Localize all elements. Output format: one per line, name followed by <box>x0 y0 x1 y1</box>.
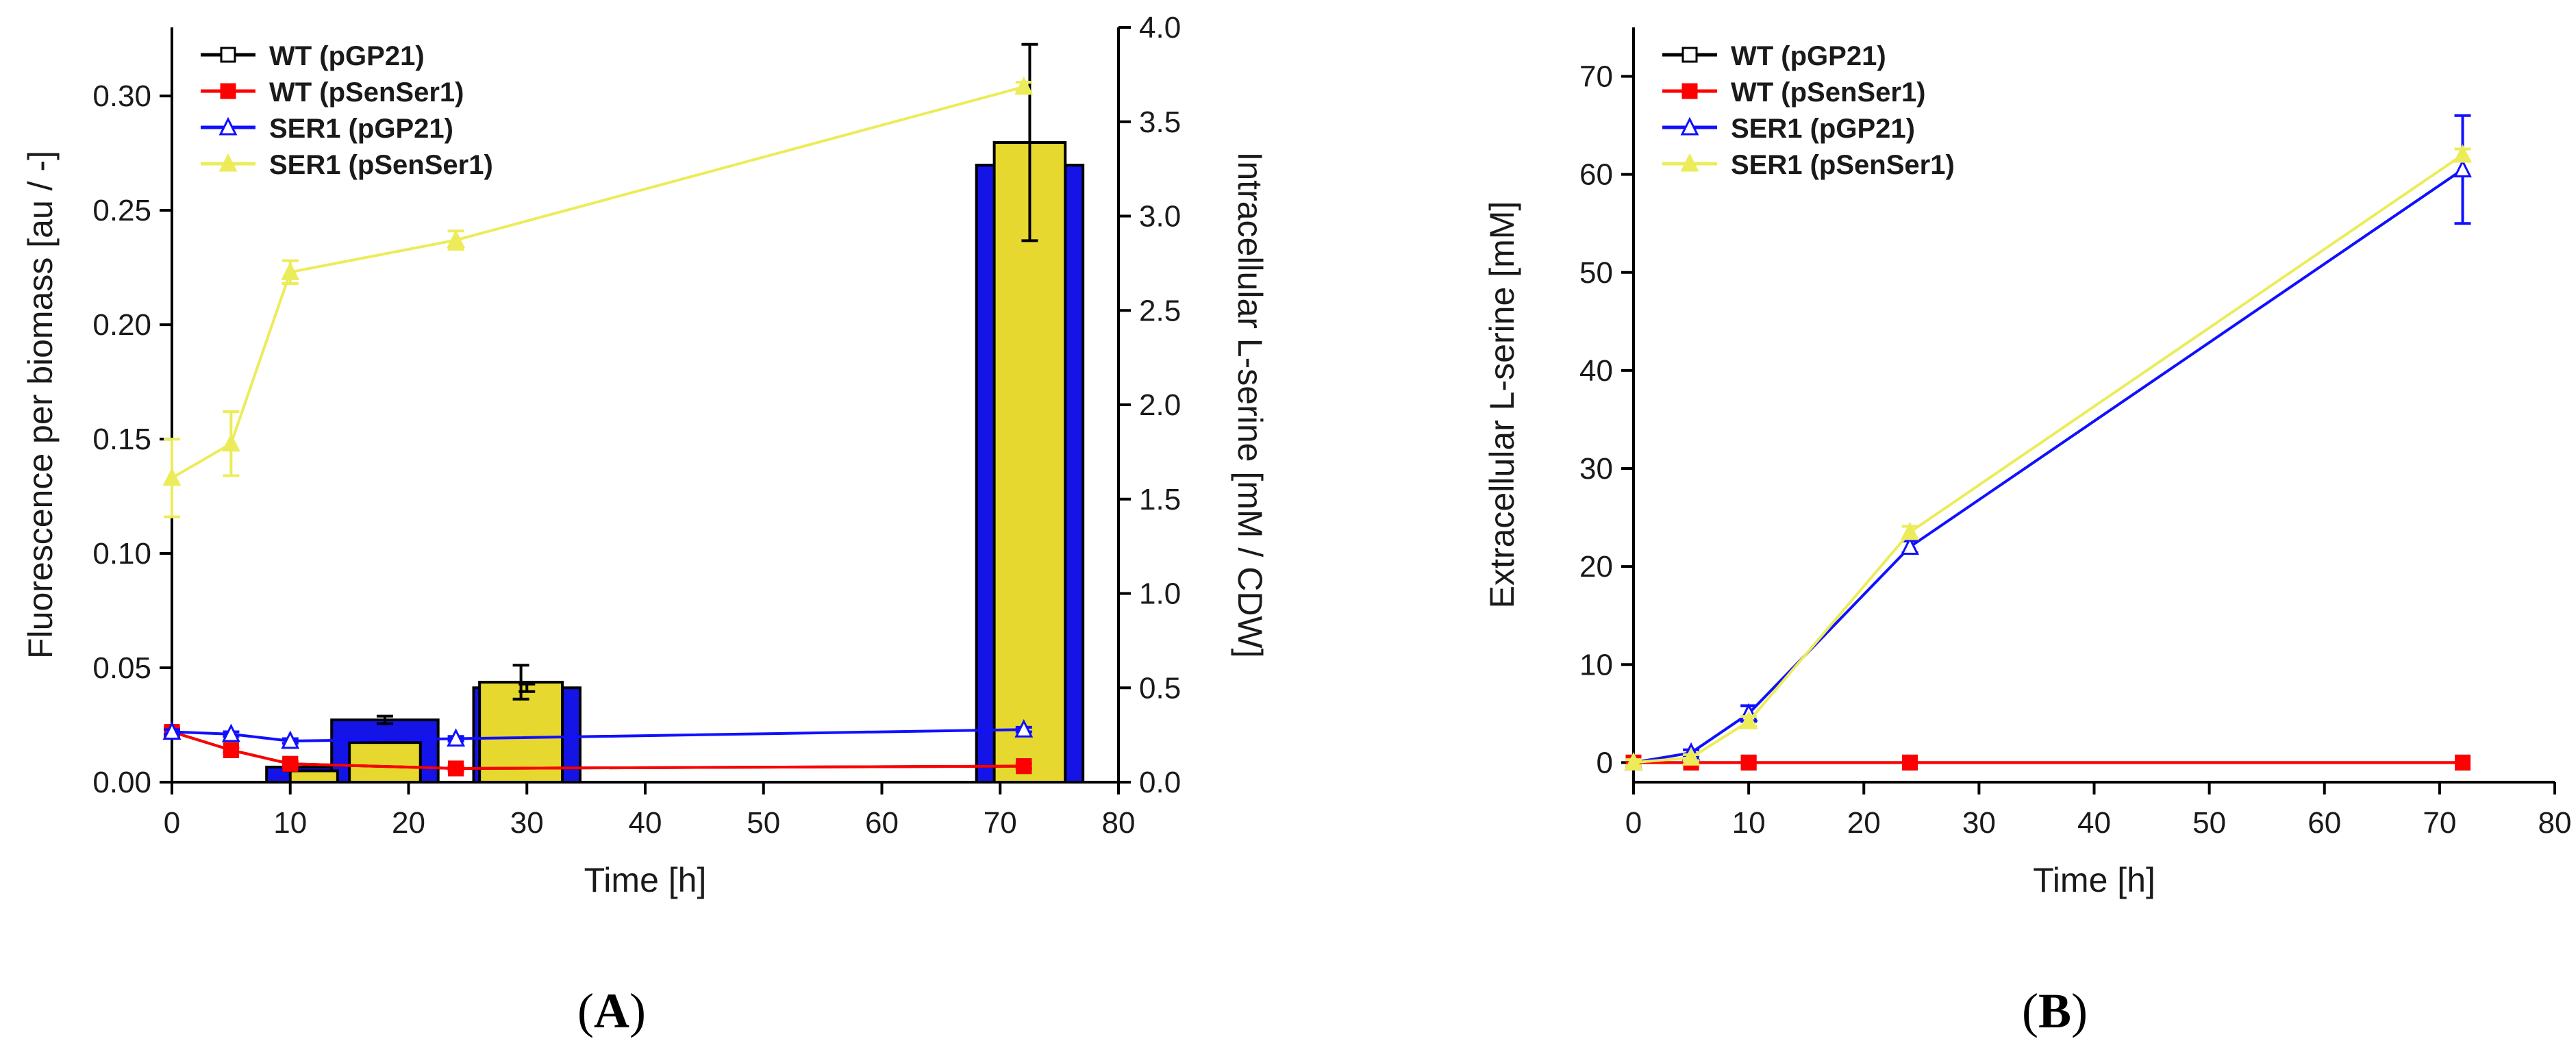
panel-a-series-3-point-2 <box>281 261 300 280</box>
panel-b-x-tick-label: 70 <box>2423 806 2456 840</box>
panel-a-y-right-tick-label: 4.0 <box>1139 11 1181 45</box>
panel-a-y-axis-title: Fluorescence per biomass [au / -] <box>21 151 60 659</box>
panel-b-series-2-point-3 <box>1901 536 1919 555</box>
panel-a-x-tick-label: 80 <box>1102 806 1136 840</box>
panel-a-legend-label-3: SER1 (pSenSer1) <box>269 150 493 180</box>
panel-b-series-3-line <box>1633 153 2464 764</box>
panel-a-x-tick-label: 50 <box>747 806 780 840</box>
panel-a-series-1-point-2 <box>282 755 299 772</box>
panel-a-x-tick-label: 0 <box>164 806 180 840</box>
panel-b-series-1-point-3 <box>1902 754 1918 771</box>
panel-a-legend-label-1: WT (pSenSer1) <box>269 77 464 108</box>
panel-b-series-3-point-0 <box>1624 752 1643 771</box>
panel-a-x-tick-label: 10 <box>273 806 307 840</box>
panel-a-x-tick-label: 60 <box>865 806 899 840</box>
panel-b-label: (B) <box>2022 984 2088 1038</box>
panel-b-legend-swatch-marker-1 <box>1681 83 1698 99</box>
panel-a-series-2-line <box>171 728 1024 742</box>
panel-b-legend-swatch-marker-2 <box>1680 116 1699 136</box>
panel-b-series-1-point-2 <box>1740 754 1757 771</box>
panel-a-y-axis-title-right: Intracellular L-serine [mM / CDW] <box>1231 151 1269 658</box>
panel-b-legend-label-2: SER1 (pGP21) <box>1731 114 1915 144</box>
panel-a-x-tick-label: 20 <box>392 806 425 840</box>
panel-b-series-3-point-2 <box>1739 710 1758 729</box>
panel-b-legend-label-0: WT (pGP21) <box>1731 41 1886 71</box>
panel-a-y-right-tick-label: 0.0 <box>1139 766 1181 799</box>
panel-a-y-right-tick-label: 1.0 <box>1139 577 1181 611</box>
panel-a-y-right-tick-label: 1.5 <box>1139 483 1181 516</box>
panel-a-series-3-point-4 <box>1014 76 1034 95</box>
panel-a-series-3-line <box>171 85 1025 479</box>
panel-a-y-tick-label: 0.25 <box>92 194 151 227</box>
panel-b-legend-swatch-marker-3 <box>1680 153 1699 172</box>
panel-a-series-1-point-1 <box>223 742 239 758</box>
panel-b-x-tick-label: 0 <box>1625 806 1642 840</box>
panel-a-series-3-point-3 <box>447 229 466 249</box>
panel-a-series-3-point-0 <box>162 467 182 486</box>
panel-a-x-tick-label: 40 <box>629 806 662 840</box>
panel-b-y-tick-label: 0 <box>1597 746 1613 779</box>
panel-a-bar-ser1-psenser1-0 <box>288 769 339 784</box>
panel-a-x-tick-label: 30 <box>510 806 544 840</box>
panel-b-x-axis-title: Time [h] <box>2033 861 2155 899</box>
panel-b-x-tick-label: 40 <box>2077 806 2111 840</box>
panel-a-y-tick-label: 0.15 <box>92 423 151 456</box>
panel-a-y-tick-label: 0.20 <box>92 308 151 342</box>
panel-a-y-right-tick-label: 0.5 <box>1139 671 1181 705</box>
panel-a-y-right-tick-label: 3.0 <box>1139 200 1181 234</box>
panel-b-series-2-line <box>1633 168 2464 764</box>
panel-b-series-3-point-3 <box>1901 521 1919 540</box>
panel-a-y-right-tick-label: 2.5 <box>1139 294 1181 327</box>
panel-a-legend-swatch-marker-1 <box>220 83 236 99</box>
panel-a-bar-ser1-psenser1-1 <box>348 741 422 784</box>
panel-b-x-tick-label: 30 <box>1962 806 1996 840</box>
panel-a-legend-swatch-marker-0 <box>220 47 236 63</box>
panel-b-series-3-point-4 <box>2453 144 2472 163</box>
panel-a-series-2-point-4 <box>1014 718 1034 738</box>
panel-a-series-1-point-3 <box>448 760 464 777</box>
panel-b-y-tick-label: 70 <box>1579 60 1613 94</box>
panel-a-x-axis-title: Time [h] <box>584 861 707 899</box>
panel-a-y-tick-label: 0.00 <box>92 766 151 799</box>
panel-b-x-tick-label: 50 <box>2192 806 2226 840</box>
panel-a-y-tick-label: 0.30 <box>92 79 151 113</box>
panel-a-series-2-point-2 <box>281 730 300 749</box>
panel-a-series-2-point-3 <box>447 728 466 747</box>
panel-b-legend-label-3: SER1 (pSenSer1) <box>1731 150 1955 180</box>
panel-a-series-3-point-1 <box>221 433 240 452</box>
panel-a-y-right-tick-label: 2.0 <box>1139 388 1181 422</box>
panel-a-y-right-tick-label: 3.5 <box>1139 105 1181 139</box>
panel-b-x-tick-label: 20 <box>1847 806 1881 840</box>
panel-b-x-tick-label: 80 <box>2538 806 2572 840</box>
panel-b-series-2-point-4 <box>2453 159 2472 178</box>
panel-a-label-letter: A <box>594 984 629 1038</box>
panel-b-y-tick-label: 40 <box>1579 354 1613 388</box>
panel-b-x-tick-label: 60 <box>2308 806 2341 840</box>
panel-b-legend-swatch-marker-0 <box>1681 47 1698 63</box>
panel-a-label: (A) <box>577 984 646 1038</box>
panel-b-y-tick-label: 60 <box>1579 158 1613 192</box>
panel-a-legend-label-2: SER1 (pGP21) <box>269 114 453 144</box>
panel-b-y-tick-label: 20 <box>1579 550 1613 584</box>
panel-a-series-1-point-4 <box>1016 758 1032 775</box>
panel-b-y-tick-label: 50 <box>1579 256 1613 290</box>
panel-a-y-tick-label: 0.05 <box>92 651 151 685</box>
panel-a-x-tick-label: 70 <box>984 806 1017 840</box>
panel-b-series-3-point-1 <box>1681 747 1701 766</box>
panel-b-y-tick-label: 30 <box>1579 452 1613 486</box>
panel-b-series-1-point-4 <box>2455 754 2471 771</box>
panel-a-legend-swatch-marker-3 <box>218 153 238 172</box>
panel-a-legend-label-0: WT (pGP21) <box>269 41 425 71</box>
panel-b-y-tick-label: 10 <box>1579 648 1613 681</box>
panel-b-legend-label-1: WT (pSenSer1) <box>1731 77 1925 108</box>
panel-a-series-2-point-0 <box>162 721 182 740</box>
panel-b-x-tick-label: 10 <box>1732 806 1766 840</box>
panel-b-y-axis-title: Extracellular L-serine [mM] <box>1483 201 1521 609</box>
panel-a-series-2-point-1 <box>221 723 240 742</box>
panel-a-y-tick-label: 0.10 <box>92 537 151 571</box>
panel-b-label-letter: B <box>2038 984 2071 1038</box>
panel-a-legend-swatch-marker-2 <box>218 116 238 136</box>
